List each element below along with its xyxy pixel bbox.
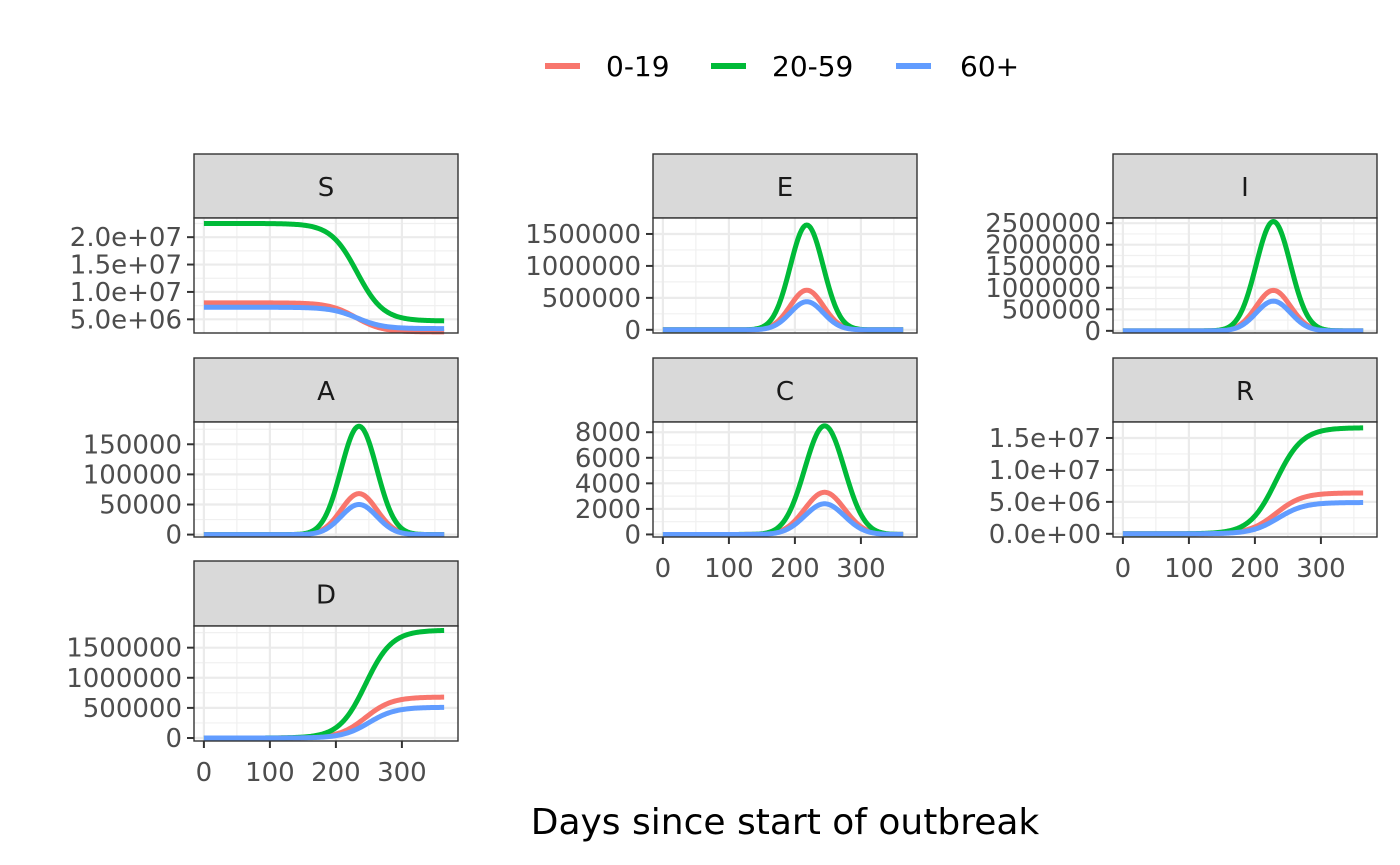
y-tick-label: 500000 <box>1002 295 1101 325</box>
series-line-0-19 <box>202 300 446 335</box>
panel-border <box>193 625 459 742</box>
x-axis-title: Days since start of outbreak <box>531 802 1040 843</box>
y-tick-label: 0 <box>624 520 641 550</box>
legend-label-0-19: 0-19 <box>606 50 670 83</box>
x-tick-label: 200 <box>311 758 361 788</box>
y-tick-label: 50000 <box>99 490 182 520</box>
y-tick-label: 1.5e+07 <box>989 424 1101 454</box>
series-line-60+ <box>1121 500 1365 537</box>
y-tick-label: 1000000 <box>66 664 182 694</box>
x-tick-label: 0 <box>655 554 672 584</box>
plot-background <box>1113 218 1377 333</box>
x-tick-label: 100 <box>704 554 754 584</box>
y-tick-label: 500000 <box>542 284 641 314</box>
strip-label-E: E <box>777 173 793 203</box>
panel-border <box>1112 217 1378 334</box>
panel-S: S 5.0e+061.0e+071.5e+072.0e+07 <box>70 153 459 335</box>
facet-panels: S5.0e+061.0e+071.5e+072.0e+07E0500000100… <box>66 153 1378 788</box>
y-tick-label: 6000 <box>575 444 641 474</box>
series-line-60+ <box>202 304 446 332</box>
panel-border <box>193 217 459 334</box>
y-tick-label: 0.0e+00 <box>989 520 1101 550</box>
x-tick-label: 100 <box>245 758 295 788</box>
series-line-60+ <box>1121 298 1365 334</box>
strip-label-S: S <box>318 173 335 203</box>
x-tick-label: 200 <box>1230 554 1280 584</box>
y-tick-label: 1.0e+07 <box>70 278 182 308</box>
legend-label-20-59: 20-59 <box>772 50 853 83</box>
panel-border <box>652 217 918 334</box>
legend: 0-19 20-59 60+ <box>545 50 1019 83</box>
x-tick-label: 0 <box>1115 554 1132 584</box>
series-line-20-59 <box>202 220 446 324</box>
series-line-60+ <box>202 502 446 538</box>
y-tick-label: 8000 <box>575 418 641 448</box>
y-tick-label: 1.5e+07 <box>70 251 182 281</box>
strip-label-R: R <box>1236 377 1254 407</box>
y-tick-label: 4000 <box>575 469 641 499</box>
legend-label-60+: 60+ <box>960 50 1019 83</box>
plot-background <box>194 218 458 333</box>
strip-label-C: C <box>776 377 794 407</box>
strip-label-D: D <box>316 581 336 611</box>
y-tick-label: 500000 <box>83 694 182 724</box>
x-tick-label: 300 <box>836 554 886 584</box>
y-tick-label: 1.0e+07 <box>989 456 1101 486</box>
strip-A <box>193 357 459 423</box>
y-tick-label: 0 <box>624 316 641 346</box>
y-tick-label: 1500000 <box>525 220 641 250</box>
x-tick-label: 300 <box>1296 554 1346 584</box>
strip-I <box>1112 153 1378 219</box>
y-tick-label: 1000000 <box>985 274 1101 304</box>
x-tick-label: 100 <box>1164 554 1214 584</box>
y-tick-label: 2000000 <box>985 231 1101 261</box>
strip-label-I: I <box>1241 173 1249 203</box>
panel-R: R 0.0e+005.0e+061.0e+071.5e+07 0 100 200 300 <box>989 357 1378 584</box>
y-tick-label: 150000 <box>83 430 182 460</box>
y-tick-label: 2500000 <box>985 209 1101 239</box>
y-tick-label: 1500000 <box>985 252 1101 282</box>
y-tick-label: 5.0e+06 <box>989 488 1101 518</box>
strip-R <box>1112 357 1378 423</box>
y-tick-label: 2000 <box>575 495 641 525</box>
plot-background <box>194 626 458 741</box>
series-line-60+ <box>202 704 446 741</box>
strip-S <box>193 153 459 219</box>
panel-border <box>193 421 459 538</box>
strip-C <box>652 357 918 423</box>
y-tick-label: 1000000 <box>525 252 641 282</box>
strip-E <box>652 153 918 219</box>
panel-border <box>1112 421 1378 538</box>
y-tick-label: 1500000 <box>66 634 182 664</box>
strip-label-A: A <box>317 377 335 407</box>
y-tick-label: 5.0e+06 <box>70 305 182 335</box>
plot-background <box>1113 422 1377 537</box>
series-line-60+ <box>661 501 905 537</box>
y-tick-label: 100000 <box>83 460 182 490</box>
x-tick-label: 0 <box>196 758 213 788</box>
y-tick-label: 0 <box>1084 317 1101 347</box>
panel-border <box>652 421 918 538</box>
y-tick-label: 0 <box>165 724 182 754</box>
x-tick-label: 200 <box>770 554 820 584</box>
x-tick-label: 300 <box>377 758 427 788</box>
y-tick-label: 2.0e+07 <box>70 223 182 253</box>
y-tick-label: 0 <box>165 521 182 551</box>
series-line-60+ <box>661 299 905 333</box>
